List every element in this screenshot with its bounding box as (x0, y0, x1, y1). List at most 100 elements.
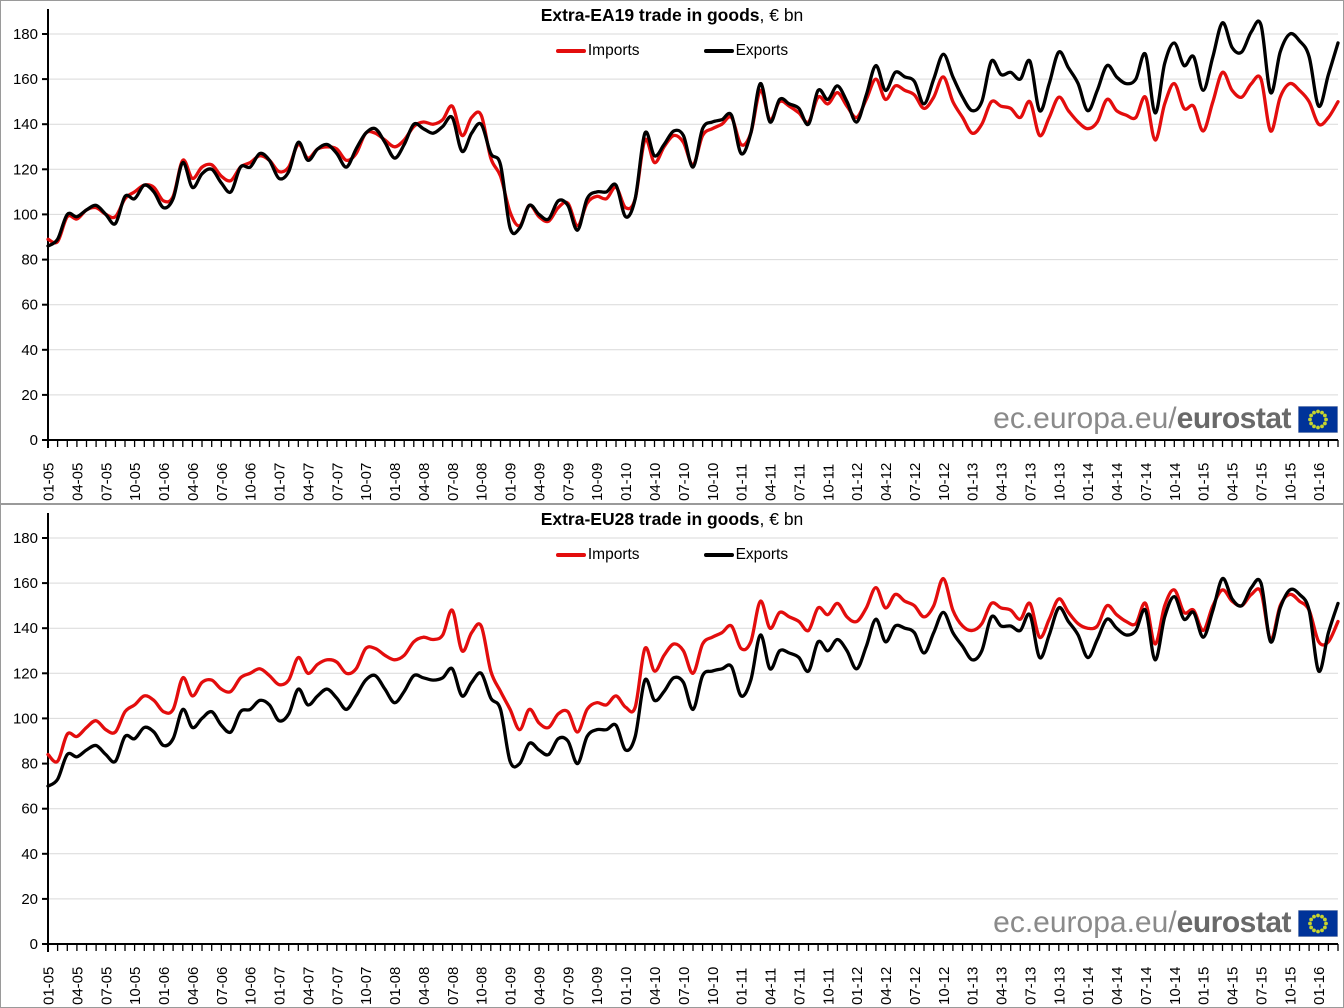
x-tick-label: 07-12 (907, 463, 924, 501)
eu-flag-stars (1308, 913, 1328, 933)
x-tick-label: 10-08 (474, 967, 491, 1005)
y-tick-label: 80 (21, 756, 38, 773)
x-tick-label: 01-07 (272, 463, 289, 501)
x-tick-label: 04-14 (1109, 463, 1126, 501)
eurostat-watermark: ec.europa.eu/eurostat (993, 404, 1338, 434)
eu-flag-stars (1308, 409, 1328, 429)
x-tick-label: 04-09 (532, 463, 549, 501)
y-tick-label: 20 (21, 891, 38, 908)
x-tick-label: 04-07 (300, 967, 317, 1005)
watermark-url: ec.europa.eu/ (993, 402, 1177, 435)
chart-title-suffix: , € bn (759, 509, 804, 529)
x-tick-label: 10-13 (1051, 463, 1068, 501)
x-tick-label: 01-09 (503, 463, 520, 501)
watermark-url: ec.europa.eu/ (993, 906, 1177, 939)
y-tick-label: 160 (13, 575, 38, 592)
imports-line (46, 576, 1340, 764)
x-tick-label: 01-08 (387, 967, 404, 1005)
x-tick-label: 10-08 (474, 463, 491, 501)
x-tick-label: 01-15 (1196, 463, 1213, 501)
x-tick-label: 01-09 (503, 967, 520, 1005)
x-tick-label: 04-13 (994, 463, 1011, 501)
y-tick-label: 120 (13, 161, 38, 178)
x-tick-label: 07-09 (560, 967, 577, 1005)
x-tick-label: 10-07 (358, 967, 375, 1005)
y-tick-label: 140 (13, 620, 38, 637)
y-tick-label: 40 (21, 342, 38, 359)
y-tick-label: 160 (13, 71, 38, 88)
x-tick-label: 01-14 (1080, 463, 1097, 501)
x-tick-label: 04-10 (647, 967, 664, 1005)
x-tick-label: 10-12 (936, 967, 953, 1005)
x-tick-label: 07-13 (1022, 463, 1039, 501)
y-tick-label: 140 (13, 116, 38, 133)
x-tick-label: 04-15 (1225, 463, 1242, 501)
y-tick-label: 0 (30, 936, 38, 953)
y-tick-label: 100 (13, 710, 38, 727)
x-tick-label: 07-09 (560, 463, 577, 501)
x-tick-label: 10-05 (127, 967, 144, 1005)
legend-item-exports: Exports (703, 546, 789, 564)
imports-line-swatch-icon (555, 553, 586, 557)
plot-area-ea19: 0 20 40 60 80 100 120 140 160 180 01-05 04-05 07-05 1… (13, 9, 1340, 501)
x-tick-label: 04-11 (763, 464, 780, 501)
legend: Imports Exports (1, 42, 1343, 60)
watermark-brand: eurostat (1176, 402, 1292, 435)
x-tick-label: 10-06 (243, 463, 260, 501)
x-tick-label: 01-12 (849, 967, 866, 1005)
y-tick-label: 100 (13, 206, 38, 223)
exports-line-swatch-icon (703, 49, 734, 53)
x-tick-label: 07-14 (1138, 967, 1155, 1005)
x-tick-label: 10-09 (589, 463, 606, 501)
x-tick-label: 01-10 (618, 463, 635, 501)
eu-flag-icon (1298, 405, 1338, 433)
legend-item-exports: Exports (703, 42, 788, 60)
x-tick-label: 01-16 (1311, 463, 1328, 501)
x-tick-label: 04-13 (994, 967, 1011, 1005)
x-tick-label: 07-14 (1138, 463, 1155, 501)
x-tick-label: 10-15 (1282, 463, 1299, 501)
imports-line (46, 70, 1340, 245)
x-tick-label: 01-15 (1196, 967, 1213, 1005)
x-tick-label: 07-08 (445, 463, 462, 501)
eu-flag-icon (1298, 909, 1338, 937)
x-tick-label: 01-10 (618, 967, 635, 1005)
chart-title-ea19: Extra-EA19 trade in goods, € bn (1, 5, 1343, 26)
legend-item-imports: Imports (555, 546, 640, 564)
x-tick-label: 07-06 (214, 967, 231, 1005)
x-tick-label: 04-12 (878, 967, 895, 1005)
x-tick-label: 07-10 (676, 463, 693, 501)
x-tick-label: 10-15 (1282, 967, 1299, 1005)
x-tick-label: 01-06 (156, 463, 173, 501)
x-tick-label: 10-06 (243, 967, 260, 1005)
x-tick-label: 01-11 (734, 968, 751, 1005)
x-tick-label: 01-16 (1311, 967, 1328, 1005)
x-tick-label: 01-14 (1080, 967, 1097, 1005)
legend-item-imports: Imports (555, 42, 640, 60)
y-tick-label: 0 (30, 432, 38, 449)
x-tick-label: 04-14 (1109, 967, 1126, 1005)
x-tick-label: 01-07 (272, 967, 289, 1005)
x-tick-label: 04-05 (69, 967, 86, 1005)
x-tick-label: 10-11 (820, 464, 837, 501)
x-tick-label: 10-05 (127, 463, 144, 501)
x-tick-label: 04-08 (416, 967, 433, 1005)
x-tick-label: 07-10 (676, 967, 693, 1005)
y-tick-label: 180 (13, 530, 38, 547)
x-tick-label: 07-11 (791, 968, 808, 1005)
legend-label-exports: Exports (735, 546, 789, 563)
x-tick-label: 04-06 (185, 967, 202, 1005)
chart-panel-eu28: Extra-EU28 trade in goods, € bn Imports … (0, 504, 1344, 1008)
chart-panel-ea19: Extra-EA19 trade in goods, € bn Imports … (0, 0, 1344, 504)
chart-title-suffix: , € bn (759, 5, 804, 25)
exports-line (46, 576, 1340, 788)
x-tick-label: 07-06 (214, 463, 231, 501)
legend-label-imports: Imports (587, 42, 640, 59)
x-tick-label: 01-12 (849, 463, 866, 501)
exports-line (46, 19, 1340, 248)
y-tick-label: 60 (21, 801, 38, 818)
x-tick-label: 07-15 (1254, 463, 1271, 501)
legend: Imports Exports (1, 546, 1343, 564)
x-tick-label: 04-11 (763, 968, 780, 1005)
x-tick-label: 01-08 (387, 463, 404, 501)
